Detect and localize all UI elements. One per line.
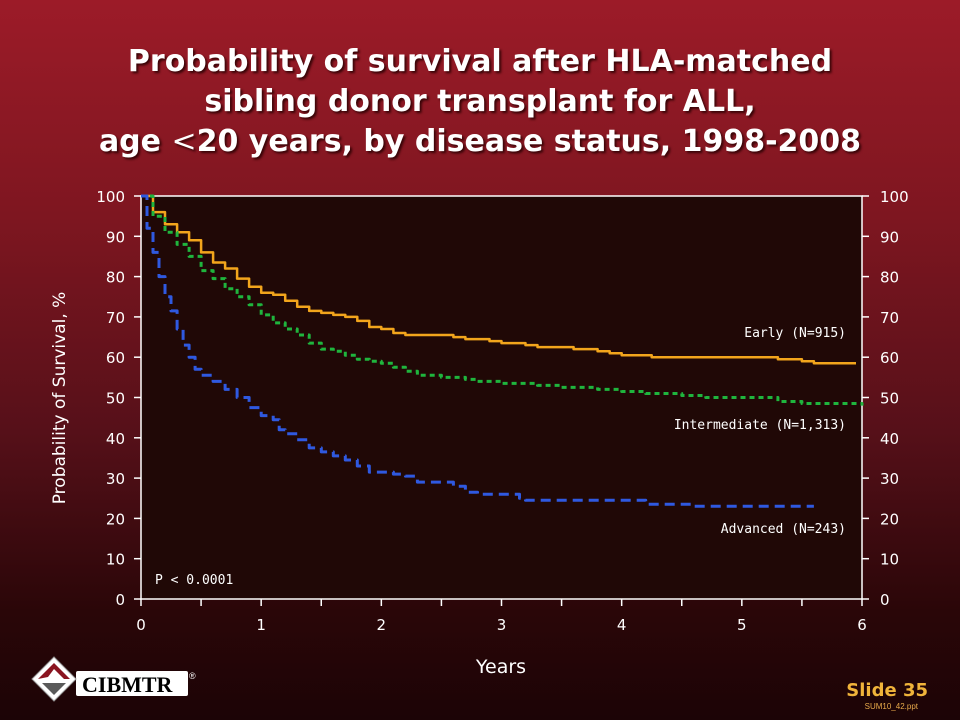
y-tick-label-right: 20 bbox=[880, 510, 899, 528]
title-line-1: Probability of survival after HLA-matche… bbox=[127, 44, 833, 79]
y-tick-label-left: 100 bbox=[96, 188, 125, 206]
y-tick-label-right: 30 bbox=[880, 470, 899, 488]
logo-registered-mark: ® bbox=[189, 671, 196, 681]
y-tick-label-left: 80 bbox=[106, 269, 125, 287]
y-tick-label-left: 10 bbox=[106, 551, 125, 569]
y-tick-label-right: 50 bbox=[880, 390, 899, 408]
x-tick-label: 3 bbox=[497, 616, 507, 634]
logo-text: CIBMTR bbox=[82, 672, 174, 697]
y-tick-label-right: 90 bbox=[880, 228, 899, 246]
title-line-3-post: 20 years, by disease status, 1998-2008 bbox=[196, 124, 862, 159]
y-tick-label-left: 60 bbox=[106, 349, 125, 367]
series-label-3: Advanced (N=243) bbox=[721, 522, 846, 537]
title-line-3-pre: age bbox=[98, 124, 172, 159]
x-tick-label: 6 bbox=[857, 616, 867, 634]
y-tick-label-right: 100 bbox=[880, 188, 909, 206]
x-tick-label: 5 bbox=[737, 616, 747, 634]
logo-diamond-icon bbox=[31, 656, 77, 702]
y-axis-label: Probability of Survival, % bbox=[50, 292, 70, 505]
file-reference: SUM10_42.ppt bbox=[864, 702, 918, 711]
series-label-1: Early (N=915) bbox=[744, 326, 846, 341]
logo-bottom-icon bbox=[42, 683, 66, 695]
series-label-2: Intermediate (N=1,313) bbox=[674, 418, 846, 433]
logo-swoosh-icon bbox=[38, 663, 70, 679]
x-tick-label: 2 bbox=[377, 616, 387, 634]
y-tick-label-left: 90 bbox=[106, 228, 125, 246]
slide-number: Slide 35 bbox=[846, 680, 928, 701]
y-tick-label-left: 70 bbox=[106, 309, 125, 327]
title-less-than-symbol: < bbox=[171, 124, 197, 159]
series-line-2 bbox=[141, 194, 864, 406]
y-tick-label-left: 0 bbox=[115, 591, 125, 609]
title-line-3: age <20 years, by disease status, 1998-2… bbox=[0, 122, 960, 162]
y-tick-label-right: 0 bbox=[880, 591, 890, 609]
y-tick-label-left: 50 bbox=[106, 390, 125, 408]
cibmtr-logo-graphic: CIBMTR ® bbox=[31, 656, 196, 702]
y-tick-label-left: 30 bbox=[106, 470, 125, 488]
series-line-3 bbox=[141, 194, 814, 508]
p-value-annotation: P < 0.0001 bbox=[155, 573, 233, 588]
y-tick-label-right: 70 bbox=[880, 309, 899, 327]
x-axis-label: Years bbox=[475, 656, 526, 678]
x-tick-label: 1 bbox=[256, 616, 266, 634]
survival-curves bbox=[141, 194, 864, 508]
y-tick-label-right: 40 bbox=[880, 430, 899, 448]
cibmtr-logo: CIBMTR ® bbox=[28, 655, 198, 709]
y-tick-label-right: 60 bbox=[880, 349, 899, 367]
x-tick-label: 0 bbox=[136, 616, 146, 634]
y-tick-label-right: 80 bbox=[880, 269, 899, 287]
series-line-1 bbox=[141, 194, 856, 365]
y-tick-label-left: 20 bbox=[106, 510, 125, 528]
y-tick-label-left: 40 bbox=[106, 430, 125, 448]
x-tick-label: 4 bbox=[617, 616, 627, 634]
slide-title: Probability of survival after HLA-matche… bbox=[0, 42, 960, 162]
chart-labels: Years Probability of Survival, % Early (N=… bbox=[50, 292, 846, 678]
title-line-2: sibling donor transplant for ALL, bbox=[204, 84, 756, 119]
y-tick-label-right: 10 bbox=[880, 551, 899, 569]
